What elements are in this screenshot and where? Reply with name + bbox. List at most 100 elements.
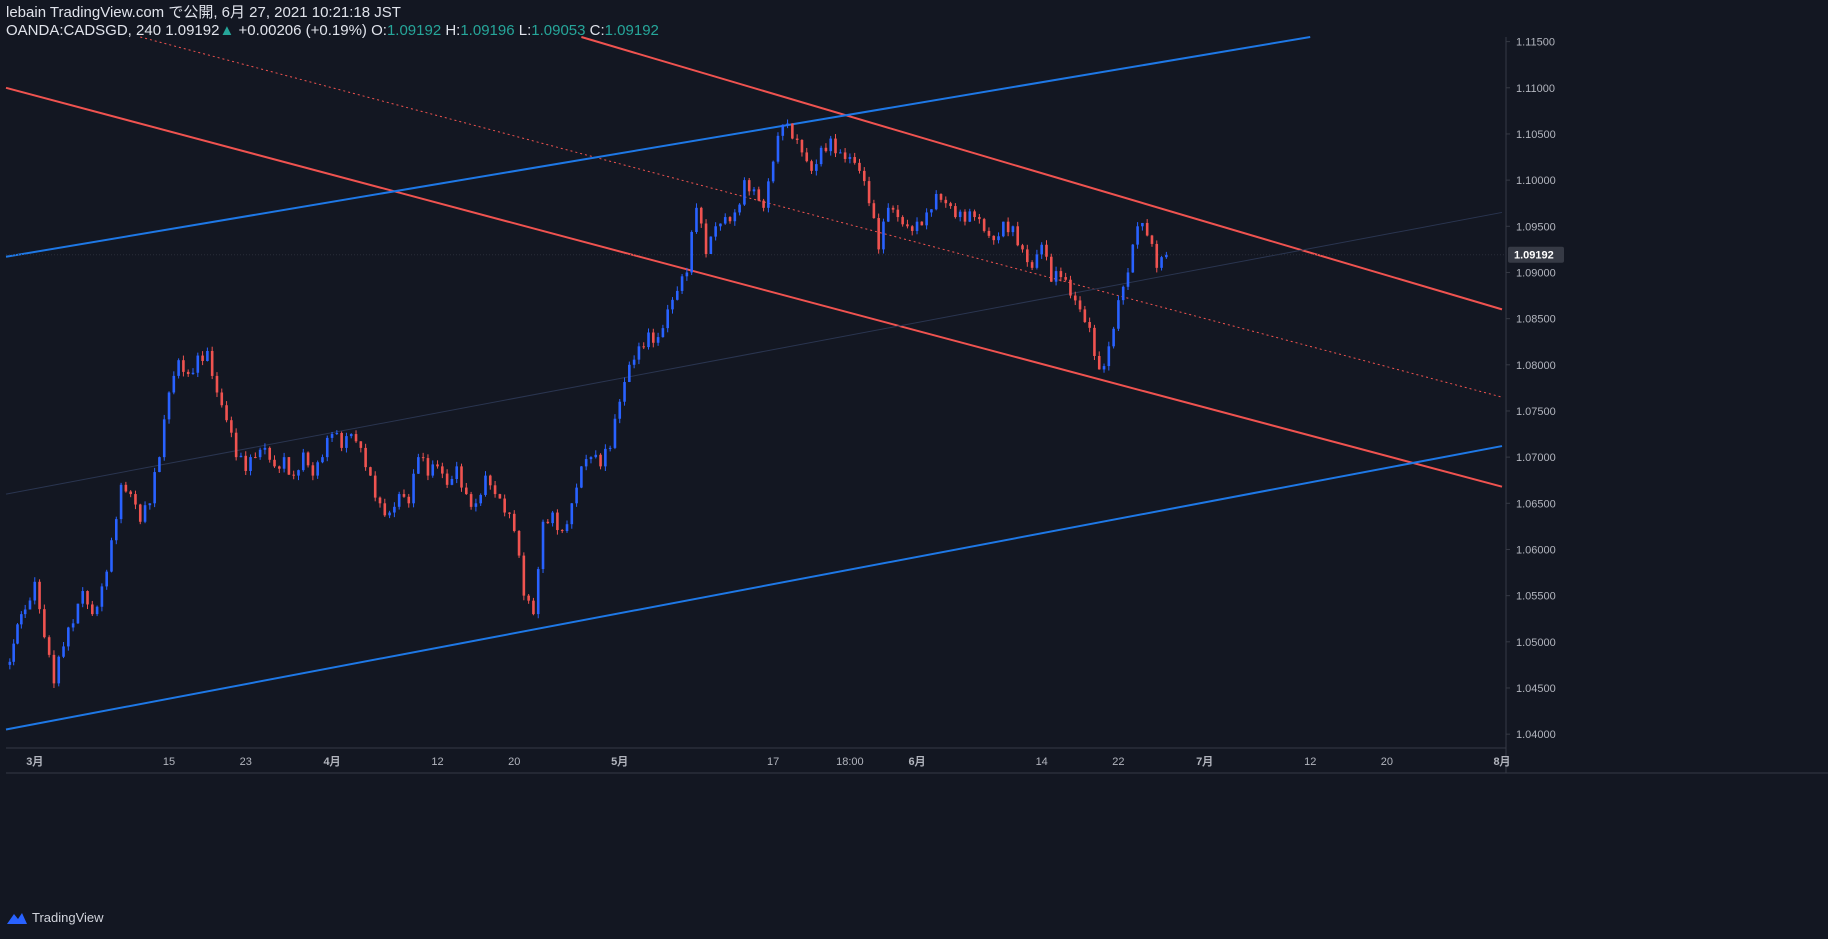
candle-body	[839, 152, 842, 154]
price-tick-label: 1.11500	[1516, 37, 1555, 49]
candle-body	[632, 359, 636, 365]
candle-body	[1011, 226, 1015, 233]
candle-body	[402, 494, 406, 497]
time-tick-label: 14	[1036, 756, 1048, 768]
candle-body	[743, 180, 746, 205]
candle-body	[1069, 279, 1072, 296]
high-value: 1.09196	[460, 22, 515, 39]
candle-body	[254, 457, 257, 459]
candle-body	[944, 199, 948, 204]
red-channel-lower-line	[5, 86, 1503, 488]
candle-body	[747, 180, 751, 192]
candle-body	[57, 656, 61, 684]
candle-body	[1073, 295, 1077, 301]
price-tick-label: 1.10000	[1516, 175, 1556, 187]
candle-body	[12, 643, 15, 662]
candle-body	[1078, 300, 1082, 310]
candle-body	[781, 124, 785, 136]
candle-body	[76, 603, 80, 624]
candle-body	[81, 591, 85, 604]
candle-body	[321, 457, 324, 463]
candle-body	[930, 209, 933, 213]
candle-body	[349, 434, 353, 437]
candle-body	[1112, 328, 1115, 347]
candle-body	[1030, 262, 1034, 268]
candle-body	[628, 364, 631, 383]
price-tick-label: 1.11000	[1516, 83, 1555, 95]
candle-body	[733, 212, 737, 222]
tradingview-branding[interactable]: TradingView	[6, 910, 104, 925]
candle-body	[28, 600, 32, 610]
high-label: H:	[445, 22, 461, 39]
candle-body	[436, 464, 439, 467]
candle-body	[1026, 249, 1029, 263]
candle-body	[220, 392, 224, 406]
time-tick-label: 22	[1112, 756, 1124, 768]
open-label: O:	[371, 22, 387, 39]
up-arrow-icon: ▲	[219, 22, 235, 39]
candle-body	[8, 661, 12, 665]
candle-body	[997, 236, 1000, 241]
candle-body	[373, 475, 377, 498]
price-change: +0.00206 (+0.19%)	[238, 22, 367, 39]
candle-body	[52, 654, 56, 684]
time-tick-label: 3月	[26, 755, 43, 768]
candle-body	[604, 448, 607, 467]
time-tick-label: 5月	[611, 755, 628, 768]
candle-body	[95, 606, 99, 615]
candle-body	[834, 138, 837, 154]
candle-body	[517, 531, 521, 556]
candle-body	[378, 497, 382, 504]
candle-body	[527, 595, 530, 601]
candle-body	[325, 437, 329, 458]
candle-body	[771, 161, 775, 182]
candle-body	[906, 224, 909, 227]
candle-body	[939, 193, 943, 200]
candle-body	[791, 123, 794, 139]
time-tick-label: 4月	[323, 755, 340, 768]
candle-body	[91, 604, 94, 615]
close-label: C:	[589, 22, 605, 39]
time-tick-label: 15	[163, 756, 175, 768]
candle-body	[829, 138, 833, 152]
candle-body	[138, 504, 142, 522]
candle-body	[805, 152, 809, 162]
candle-body	[982, 219, 986, 231]
price-tick-label: 1.09500	[1516, 221, 1556, 233]
tradingview-logo-icon	[7, 912, 27, 924]
candle-body	[1097, 355, 1101, 370]
candle-body	[38, 581, 41, 610]
candle-body	[196, 355, 200, 373]
price-tick-label: 1.04500	[1516, 683, 1556, 695]
candle-body	[215, 375, 219, 393]
candle-body	[915, 221, 919, 231]
candle-body	[858, 162, 861, 171]
symbol-label: OANDA:CADSGD, 240	[6, 22, 162, 39]
candle-body	[465, 487, 468, 495]
candle-body	[728, 217, 732, 222]
candle-body	[580, 466, 583, 488]
candle-body	[843, 152, 847, 159]
time-tick-label: 20	[1381, 756, 1393, 768]
price-tick-label: 1.05500	[1516, 591, 1556, 603]
candle-body	[738, 204, 741, 213]
candle-body	[872, 203, 876, 219]
candle-body	[153, 472, 156, 504]
candle-body	[474, 503, 478, 507]
ohlc-row: OANDA:CADSGD, 240 1.09192▲ +0.00206 (+0.…	[6, 22, 659, 40]
blue-channel-upper-line	[5, 36, 1311, 258]
last-price-badge	[1508, 246, 1564, 263]
candle-body	[637, 346, 641, 360]
candle-body	[1145, 222, 1149, 236]
candle-body	[882, 221, 885, 250]
candle-body	[1059, 271, 1063, 278]
candle-body	[963, 211, 967, 222]
candle-body	[71, 623, 75, 628]
candle-body	[815, 164, 818, 171]
candle-body	[393, 506, 396, 513]
candle-body	[469, 494, 473, 507]
candle-body	[134, 494, 137, 505]
candle-body	[901, 217, 904, 225]
candle-body	[306, 452, 310, 466]
